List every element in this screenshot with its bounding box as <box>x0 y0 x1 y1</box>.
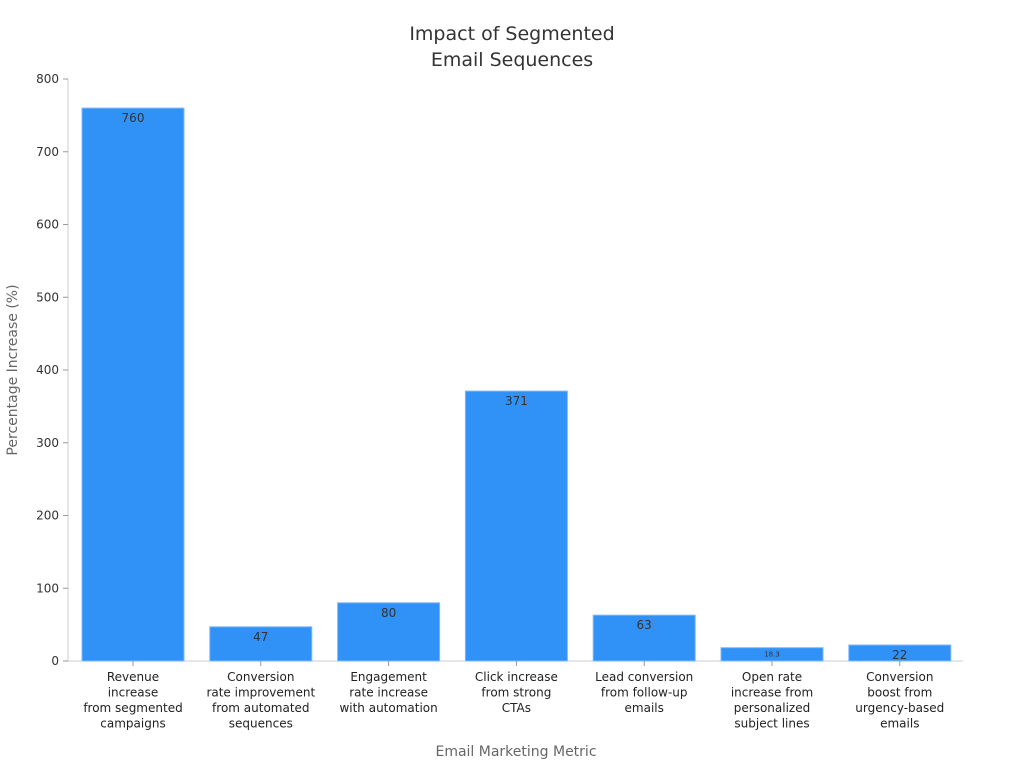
x-tick-label: Open rate <box>742 670 802 684</box>
data-label: 47 <box>253 630 268 644</box>
y-tick-label: 300 <box>36 436 59 450</box>
x-tick-label: Lead conversion <box>595 670 693 684</box>
data-label: 18.3 <box>764 651 780 659</box>
y-tick-label: 400 <box>36 363 59 377</box>
x-tick-label: Conversion <box>866 670 933 684</box>
y-tick-label: 700 <box>36 145 59 159</box>
x-tick-label: from automated <box>212 701 310 715</box>
bar <box>592 614 696 662</box>
bar <box>209 626 313 662</box>
x-tick-label: Engagement <box>350 670 427 684</box>
y-tick-label: 0 <box>51 654 59 668</box>
x-tick-label: urgency-based <box>855 701 944 715</box>
x-tick-label: increase from <box>731 686 813 700</box>
bar <box>81 107 185 662</box>
x-tick-label: Conversion <box>227 670 294 684</box>
x-tick-label: Revenue <box>107 670 159 684</box>
chart-title: Impact of Segmented <box>409 23 614 45</box>
x-tick-label: Click increase <box>475 670 558 684</box>
y-axis-label: Percentage Increase (%) <box>5 284 21 455</box>
y-tick-label: 500 <box>36 290 59 304</box>
x-tick-label: campaigns <box>100 717 165 731</box>
x-tick-label: increase <box>108 686 159 700</box>
x-tick-label: rate improvement <box>206 686 315 700</box>
x-tick-label: with automation <box>339 701 437 715</box>
x-tick-label: emails <box>625 701 664 715</box>
x-tick-label: from follow-up <box>601 686 688 700</box>
x-tick-label: personalized <box>734 701 810 715</box>
y-tick-label: 800 <box>36 72 59 86</box>
y-tick-label: 100 <box>36 581 59 595</box>
data-label: 63 <box>637 618 652 632</box>
x-tick-label: subject lines <box>734 717 809 731</box>
data-label: 371 <box>505 394 528 408</box>
x-tick-label: emails <box>880 717 919 731</box>
x-tick-label: rate increase <box>349 686 428 700</box>
x-tick-label: CTAs <box>502 701 531 715</box>
data-label: 760 <box>122 111 145 125</box>
x-tick-label: from strong <box>481 686 551 700</box>
data-label: 80 <box>381 606 396 620</box>
x-tick-label: from segmented <box>83 701 182 715</box>
x-tick-label: boost from <box>867 686 932 700</box>
x-axis-label: Email Marketing Metric <box>435 744 596 760</box>
bar <box>337 602 441 662</box>
data-label: 22 <box>892 648 907 662</box>
x-tick-label: sequences <box>229 717 293 731</box>
bar <box>464 390 568 662</box>
y-tick-label: 600 <box>36 218 59 232</box>
chart-title: Email Sequences <box>431 49 593 71</box>
y-tick-label: 200 <box>36 509 59 523</box>
